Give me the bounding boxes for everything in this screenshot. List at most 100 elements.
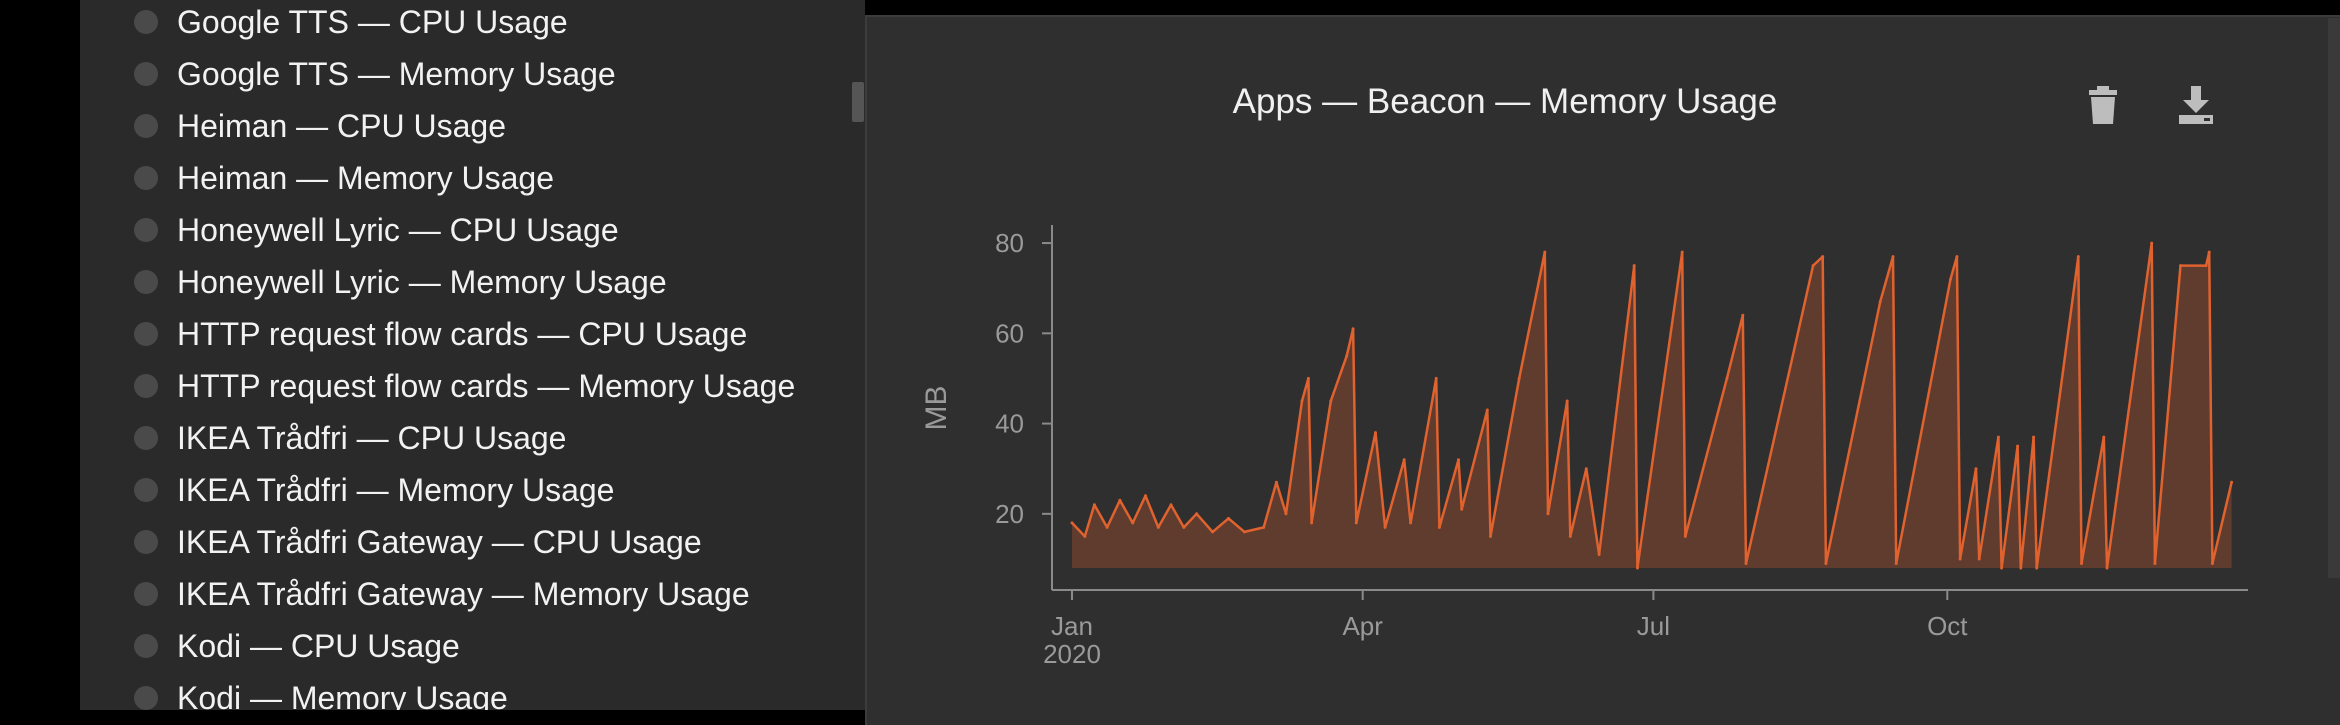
series-line: [1071, 241, 2233, 570]
data-point: [2102, 435, 2106, 439]
sidebar-item[interactable]: IKEA Trådfri Gateway — CPU Usage: [80, 516, 865, 568]
data-point: [1517, 376, 1521, 380]
data-point: [1565, 399, 1569, 403]
sidebar: Google TTS — CPU Usage Google TTS — Memor…: [80, 0, 865, 710]
radio-dot-icon: [134, 166, 158, 190]
data-point: [1821, 255, 1825, 259]
radio-dot-icon: [134, 270, 158, 294]
data-point: [1568, 534, 1572, 538]
sidebar-item[interactable]: HTTP request flow cards — Memory Usage: [80, 360, 865, 412]
x-tick-sublabel: 2020: [1043, 639, 1101, 669]
radio-dot-icon: [134, 10, 158, 34]
sidebar-item[interactable]: Kodi — Memory Usage: [80, 672, 865, 710]
data-point: [1584, 467, 1588, 471]
trash-icon: [2089, 86, 2117, 124]
panel-scrollbar[interactable]: [2328, 18, 2340, 578]
data-point: [1374, 431, 1377, 435]
data-point: [1383, 525, 1387, 529]
series-area: [1072, 243, 2232, 568]
data-point: [1310, 521, 1314, 525]
sidebar-item[interactable]: Google TTS — Memory Usage: [80, 48, 865, 100]
data-point: [1680, 250, 1684, 254]
sidebar-item[interactable]: Kodi — CPU Usage: [80, 620, 865, 672]
data-point: [1460, 507, 1464, 511]
data-point: [1546, 512, 1550, 516]
data-point: [2019, 566, 2023, 570]
y-tick-label: 80: [995, 228, 1024, 258]
data-point: [2076, 255, 2080, 259]
download-chart-button[interactable]: [2177, 82, 2227, 132]
sidebar-item[interactable]: Honeywell Lyric — CPU Usage: [80, 204, 865, 256]
radio-dot-icon: [134, 426, 158, 450]
data-point: [1811, 264, 1815, 268]
data-point: [1284, 512, 1288, 516]
sidebar-item[interactable]: IKEA Trådfri Gateway — Memory Usage: [80, 568, 865, 620]
data-point: [1409, 521, 1413, 525]
sidebar-item[interactable]: Heiman — CPU Usage: [80, 100, 865, 152]
data-point: [1070, 521, 1074, 525]
data-point: [2153, 562, 2157, 565]
data-point: [1437, 525, 1441, 529]
data-point: [1894, 562, 1898, 565]
sidebar-item[interactable]: Honeywell Lyric — Memory Usage: [80, 256, 865, 308]
x-tick-label: Jan: [1051, 611, 1093, 641]
data-point: [1955, 255, 1959, 259]
data-point: [1824, 562, 1828, 565]
x-tick-label: Oct: [1927, 611, 1968, 641]
data-point: [1635, 566, 1639, 570]
data-point: [2035, 566, 2039, 570]
sidebar-item[interactable]: IKEA Trådfri — CPU Usage: [80, 412, 865, 464]
data-point: [1351, 327, 1355, 331]
data-point: [1262, 525, 1266, 529]
data-point: [1131, 521, 1135, 525]
data-point: [1974, 467, 1978, 471]
data-point: [1949, 277, 1952, 281]
radio-dot-icon: [134, 530, 158, 554]
data-point: [1996, 435, 2000, 439]
data-point: [1345, 354, 1349, 358]
radio-dot-icon: [134, 374, 158, 398]
sidebar-item[interactable]: IKEA Trådfri — Memory Usage: [80, 464, 865, 516]
y-tick-label: 60: [995, 318, 1024, 348]
radio-dot-icon: [134, 634, 158, 658]
data-point: [2210, 562, 2214, 565]
data-point: [2032, 435, 2036, 439]
radio-dot-icon: [134, 62, 158, 86]
data-point: [1211, 530, 1215, 534]
data-point: [1118, 498, 1122, 502]
radio-dot-icon: [134, 478, 158, 502]
delete-chart-button[interactable]: [2085, 82, 2135, 132]
data-point: [1354, 521, 1358, 525]
left-gutter: [0, 0, 80, 710]
sidebar-scrollbar[interactable]: [852, 82, 864, 122]
y-axis-label: MB: [920, 386, 953, 431]
y-tick-label: 20: [995, 499, 1024, 529]
chart-panel: [865, 15, 2340, 725]
data-point: [1144, 494, 1147, 498]
radio-dot-icon: [134, 322, 158, 346]
download-icon: [2179, 86, 2213, 124]
sidebar-item[interactable]: Heiman — Memory Usage: [80, 152, 865, 204]
data-point: [1156, 525, 1160, 529]
data-point: [1977, 557, 1981, 561]
data-point: [1958, 557, 1962, 561]
data-point: [1878, 300, 1882, 304]
data-point: [1489, 534, 1492, 538]
radio-dot-icon: [134, 582, 158, 606]
data-point: [2000, 566, 2004, 570]
data-point: [2016, 444, 2020, 448]
data-point: [1402, 458, 1406, 462]
data-point: [1182, 525, 1186, 529]
data-point: [1632, 264, 1636, 268]
data-point: [2204, 264, 2208, 268]
chart-title: Apps — Beacon — Memory Usage: [1232, 82, 1778, 121]
sidebar-item[interactable]: HTTP request flow cards — CPU Usage: [80, 308, 865, 360]
sidebar-item[interactable]: Google TTS — CPU Usage: [80, 0, 865, 48]
data-point: [1243, 530, 1246, 534]
data-point: [1457, 458, 1460, 462]
data-point: [1300, 399, 1304, 403]
data-point: [1725, 376, 1729, 380]
data-point: [2179, 264, 2182, 268]
